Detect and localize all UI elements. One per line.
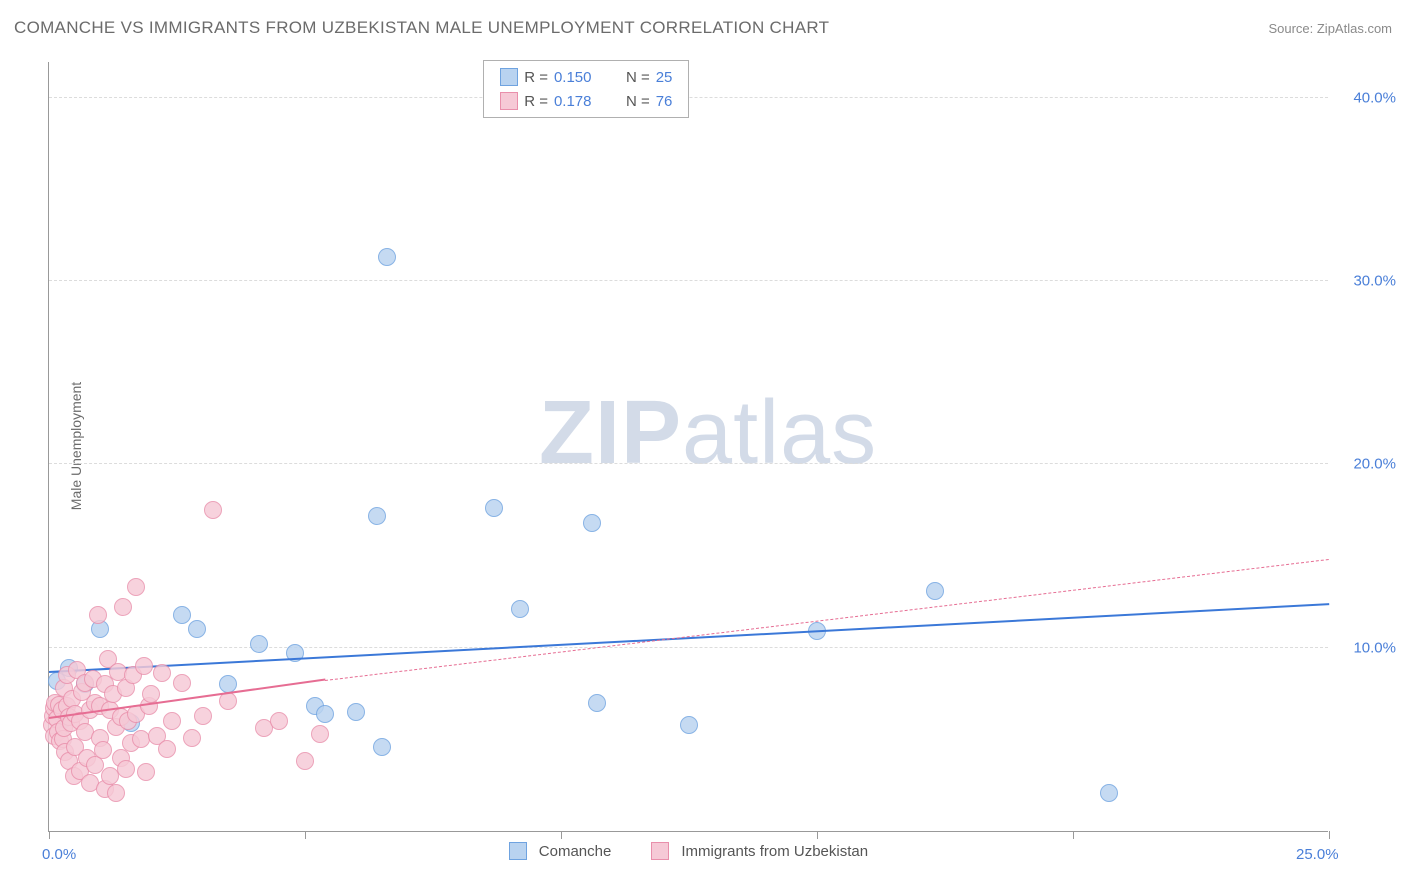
x-tick — [49, 831, 50, 839]
data-point — [373, 738, 391, 756]
data-point — [114, 598, 132, 616]
legend-row: R = 0.150 N = 25 — [484, 65, 688, 89]
data-point — [153, 664, 171, 682]
watermark-light: atlas — [682, 383, 877, 483]
legend-label: Immigrants from Uzbekistan — [681, 843, 868, 860]
legend-r-value: 0.178 — [554, 93, 606, 110]
x-tick — [1073, 831, 1074, 839]
data-point — [583, 514, 601, 532]
legend-n-label: N = — [626, 69, 650, 86]
legend-r-value: 0.150 — [554, 69, 606, 86]
y-tick-label: 10.0% — [1336, 639, 1396, 656]
correlation-legend: R = 0.150 N = 25 R = 0.178 N = 76 — [483, 60, 689, 118]
legend-swatch — [500, 68, 518, 86]
data-point — [163, 712, 181, 730]
gridline — [49, 280, 1328, 281]
data-point — [250, 635, 268, 653]
data-point — [1100, 784, 1118, 802]
data-point — [926, 582, 944, 600]
series-legend: Comanche Immigrants from Uzbekistan — [509, 842, 896, 860]
watermark: ZIPatlas — [539, 382, 877, 485]
y-tick-label: 20.0% — [1336, 456, 1396, 473]
data-point — [680, 716, 698, 734]
data-point — [204, 501, 222, 519]
legend-swatch — [509, 842, 527, 860]
gridline — [49, 647, 1328, 648]
legend-r-label: R = — [524, 93, 548, 110]
scatter-plot: ZIPatlas 10.0%20.0%30.0%40.0% — [48, 62, 1328, 832]
data-point — [296, 752, 314, 770]
data-point — [158, 740, 176, 758]
x-tick — [305, 831, 306, 839]
data-point — [194, 707, 212, 725]
source-label: Source: ZipAtlas.com — [1268, 21, 1392, 36]
gridline — [49, 463, 1328, 464]
title-bar: COMANCHE VS IMMIGRANTS FROM UZBEKISTAN M… — [14, 18, 1392, 38]
data-point — [107, 784, 125, 802]
data-point — [142, 685, 160, 703]
legend-n-label: N = — [626, 93, 650, 110]
data-point — [311, 725, 329, 743]
data-point — [511, 600, 529, 618]
data-point — [270, 712, 288, 730]
trend-line — [49, 604, 1329, 674]
x-tick-label: 25.0% — [1296, 846, 1339, 863]
data-point — [347, 703, 365, 721]
legend-row: R = 0.178 N = 76 — [484, 89, 688, 113]
data-point — [183, 729, 201, 747]
data-point — [94, 741, 112, 759]
data-point — [588, 694, 606, 712]
x-tick-label: 0.0% — [42, 846, 76, 863]
legend-label: Comanche — [539, 843, 612, 860]
watermark-bold: ZIP — [539, 383, 682, 483]
data-point — [316, 705, 334, 723]
data-point — [368, 507, 386, 525]
data-point — [173, 606, 191, 624]
legend-n-value: 25 — [656, 69, 673, 86]
x-tick — [1329, 831, 1330, 839]
chart-title: COMANCHE VS IMMIGRANTS FROM UZBEKISTAN M… — [14, 18, 829, 38]
x-tick — [561, 831, 562, 839]
data-point — [117, 760, 135, 778]
legend-r-label: R = — [524, 69, 548, 86]
data-point — [137, 763, 155, 781]
legend-swatch — [500, 92, 518, 110]
x-tick — [817, 831, 818, 839]
legend-n-value: 76 — [656, 93, 673, 110]
data-point — [485, 499, 503, 517]
data-point — [173, 674, 191, 692]
y-tick-label: 40.0% — [1336, 89, 1396, 106]
y-tick-label: 30.0% — [1336, 273, 1396, 290]
data-point — [127, 578, 145, 596]
trend-line — [325, 559, 1329, 681]
legend-swatch — [651, 842, 669, 860]
data-point — [135, 657, 153, 675]
data-point — [89, 606, 107, 624]
data-point — [188, 620, 206, 638]
data-point — [378, 248, 396, 266]
